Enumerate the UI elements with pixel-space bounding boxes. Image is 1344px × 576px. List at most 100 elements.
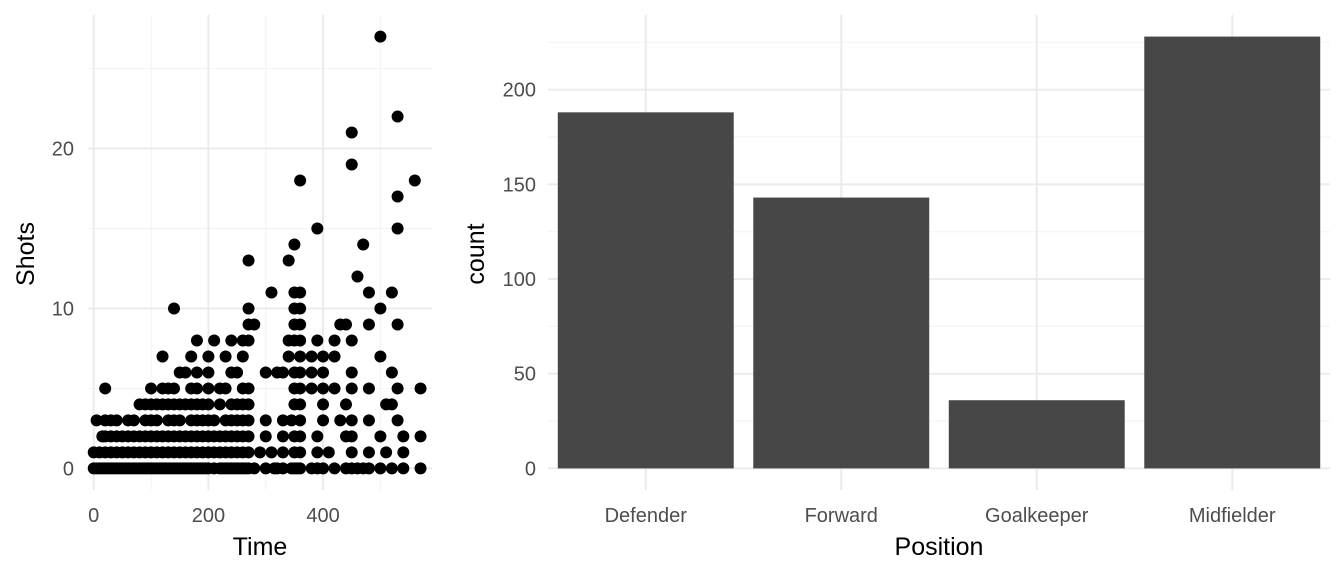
scatter-point — [328, 350, 341, 363]
scatter-point — [345, 366, 358, 379]
scatter-y-tick-label: 0 — [63, 458, 74, 480]
scatter-point — [340, 318, 352, 331]
bar-midfielder — [1144, 36, 1321, 469]
scatter-point — [391, 190, 404, 203]
scatter-point — [374, 430, 387, 443]
scatter-point — [311, 222, 324, 235]
scatter-point — [385, 462, 398, 475]
bar-x-tick-label: Midfielder — [1189, 505, 1276, 527]
scatter-point — [276, 366, 289, 379]
bar-y-tick-label: 50 — [514, 364, 536, 386]
scatter-point — [362, 382, 375, 395]
scatter-point — [328, 334, 341, 347]
scatter-point — [219, 382, 232, 395]
scatter-point — [242, 302, 255, 315]
bar-x-tick-label: Defender — [605, 505, 688, 527]
bar-goalkeeper — [948, 400, 1125, 469]
scatter-point — [391, 382, 404, 395]
scatter-point — [185, 350, 198, 363]
scatter-point — [391, 222, 404, 235]
scatter-point — [213, 398, 226, 411]
bar-forward — [753, 197, 930, 469]
scatter-point — [345, 430, 358, 443]
scatter-y-axis-title: Shots — [12, 222, 40, 286]
scatter-point — [285, 414, 298, 427]
bar-x-tick-label: Forward — [805, 505, 878, 527]
scatter-point — [259, 414, 272, 427]
scatter-point — [248, 462, 261, 475]
scatter-point — [242, 334, 255, 347]
scatter-point — [317, 398, 330, 411]
scatter-point — [242, 254, 255, 267]
scatter-point — [294, 350, 307, 363]
bar-y-tick-label: 100 — [503, 269, 536, 291]
scatter-x-axis-title: Time — [233, 533, 288, 561]
bar-y-tick-label: 0 — [525, 458, 536, 480]
scatter-point — [317, 382, 330, 395]
scatter-point — [127, 414, 140, 427]
scatter-point — [145, 382, 158, 395]
bar-panel: Defender Forward Goalkeeper Midfielder 0 50 1… — [462, 15, 1330, 561]
scatter-point — [294, 318, 307, 331]
scatter-point — [254, 446, 266, 459]
scatter-point — [408, 174, 421, 187]
scatter-point — [340, 398, 352, 411]
scatter-x-tick-labels: 0 200 400 — [88, 505, 340, 527]
scatter-y-tick-labels: 0 10 20 — [52, 139, 74, 481]
scatter-point — [276, 430, 289, 443]
scatter-point — [317, 462, 330, 475]
scatter-point — [202, 350, 215, 363]
scatter-point — [311, 446, 324, 459]
scatter-points — [87, 30, 427, 475]
scatter-point — [311, 430, 324, 443]
scatter-point — [414, 462, 427, 475]
bar-x-axis-title: Position — [895, 533, 984, 561]
scatter-point — [345, 414, 358, 427]
scatter-point — [265, 286, 278, 299]
scatter-point — [374, 302, 387, 315]
scatter-point — [362, 414, 375, 427]
scatter-point — [276, 414, 289, 427]
scatter-point — [357, 238, 370, 251]
scatter-point — [225, 334, 238, 347]
scatter-point — [345, 382, 358, 395]
scatter-point — [305, 350, 318, 363]
scatter-point — [156, 350, 169, 363]
scatter-panel: 0 200 400 0 10 20 Time Shots — [12, 15, 432, 561]
bar-x-tick-label: Goalkeeper — [985, 505, 1089, 527]
scatter-point — [414, 382, 427, 395]
scatter-point — [385, 286, 398, 299]
scatter-point — [231, 366, 244, 379]
scatter-point — [345, 126, 358, 139]
scatter-point — [385, 366, 398, 379]
bar-y-tick-label: 200 — [503, 80, 536, 102]
scatter-point — [391, 110, 404, 123]
scatter-point — [242, 382, 255, 395]
scatter-point — [305, 382, 318, 395]
scatter-point — [265, 446, 278, 459]
scatter-point — [362, 462, 375, 475]
scatter-point — [190, 366, 203, 379]
scatter-point — [99, 382, 112, 395]
scatter-point — [90, 414, 103, 427]
scatter-point — [110, 414, 123, 427]
scatter-point — [362, 446, 375, 459]
scatter-point — [294, 398, 307, 411]
scatter-point — [362, 286, 375, 299]
scatter-point — [294, 286, 307, 299]
scatter-point — [317, 414, 330, 427]
scatter-point — [345, 334, 358, 347]
scatter-point — [179, 366, 192, 379]
scatter-point — [294, 302, 307, 315]
scatter-point — [168, 382, 180, 395]
scatter-point — [190, 334, 203, 347]
scatter-point — [276, 462, 289, 475]
scatter-y-tick-label: 20 — [52, 139, 74, 161]
scatter-point — [380, 446, 393, 459]
bar-y-tick-label: 150 — [503, 174, 536, 196]
bars — [557, 36, 1321, 469]
scatter-point — [305, 366, 318, 379]
scatter-point — [391, 414, 404, 427]
scatter-point — [242, 446, 255, 459]
